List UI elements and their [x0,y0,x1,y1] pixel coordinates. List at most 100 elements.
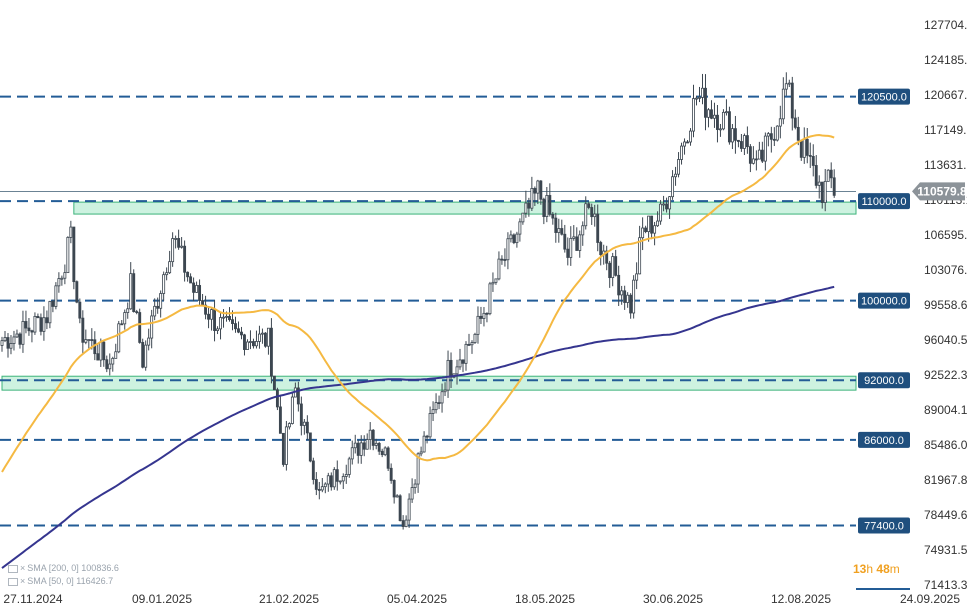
candle [614,249,618,277]
candle [213,300,216,342]
candle-body [781,88,785,120]
candle [605,245,609,271]
candle-body [811,156,815,166]
candle [344,464,348,484]
candle-body [39,317,43,332]
level-labels: 120500.0 110000.0 100000.0 92000.0 86000.0 77… [858,88,967,534]
candle [787,79,791,88]
close-icon[interactable]: × [20,563,26,573]
candle-body [719,128,722,131]
candle-body [563,233,567,250]
candlesticks [0,72,836,530]
candle-body [443,389,447,393]
candle [692,84,695,138]
candle [123,309,127,330]
level-badge [858,88,910,105]
candle [252,338,255,349]
candle-body [512,234,516,244]
candle [240,326,243,340]
candle [299,396,303,436]
y-tick-label: 96040.5 [924,333,967,347]
candle [260,328,264,344]
candle-body [144,344,148,368]
candle [596,204,600,252]
candle-body [21,321,25,345]
candle-body [689,130,692,143]
candle [461,359,465,373]
x-tick-label: 18.05.2025 [515,592,575,606]
candle-body [629,294,633,314]
y-tick-label: 85486.0 [924,438,967,452]
candle [36,313,40,319]
candle-body [727,111,731,143]
candle [183,240,187,282]
candle [186,271,190,282]
candle [66,236,70,274]
candle-body [18,333,22,345]
settings-icon[interactable] [8,577,18,586]
close-icon[interactable]: × [20,576,26,586]
candle-body [701,87,704,98]
candle [551,211,555,225]
candle-body [317,489,321,491]
candle [686,139,689,144]
candle [665,197,669,213]
candle-body [231,319,234,324]
candle-body [515,233,519,244]
candle [350,440,354,465]
candle [563,224,567,253]
candle [380,448,384,458]
candle-body [710,109,713,119]
candle-body [323,483,327,488]
candle-body [287,423,291,428]
candle [518,218,522,242]
candle [695,95,698,106]
candle-body [380,450,384,456]
candle-body [135,311,139,313]
candle-body [787,82,791,85]
x-tick-label: 09.01.2025 [132,592,192,606]
candle-body [802,138,806,158]
candle-body [266,327,270,347]
candle [278,396,282,434]
sma200-legend[interactable]: × SMA [200, 0] 100836.6 [8,563,119,573]
candle [69,220,73,244]
candle-body [653,225,657,234]
candle [491,272,495,292]
candle-body [766,133,770,137]
candle [494,278,498,285]
sma50-legend[interactable]: × SMA [50, 0] 116426.7 [8,576,113,586]
sma-lines [1,133,835,569]
candle-body [36,316,40,319]
candle-body [473,333,477,343]
candle [72,226,76,290]
candle [177,229,181,250]
candle-body [132,273,136,312]
candle [365,433,369,450]
candle [506,232,510,270]
candle [590,203,594,225]
candle-body [216,328,219,331]
candle [195,281,199,293]
candle [724,99,728,116]
candle-body [620,290,624,296]
candle [781,77,785,125]
candle [204,295,208,320]
candle [811,144,815,177]
candle-body [778,118,782,127]
candle [15,329,19,338]
candle-body [467,343,471,346]
y-tick-label: 99558.6 [924,298,967,312]
candle-body [799,139,803,158]
candle-body [674,173,677,178]
settings-icon[interactable] [8,564,18,573]
candle [96,343,100,361]
candle-body [84,339,88,343]
candle-body [769,133,773,140]
candle [359,435,363,464]
candle [742,133,746,156]
candle [593,204,597,227]
candle-body [329,475,333,488]
candle [784,72,788,96]
